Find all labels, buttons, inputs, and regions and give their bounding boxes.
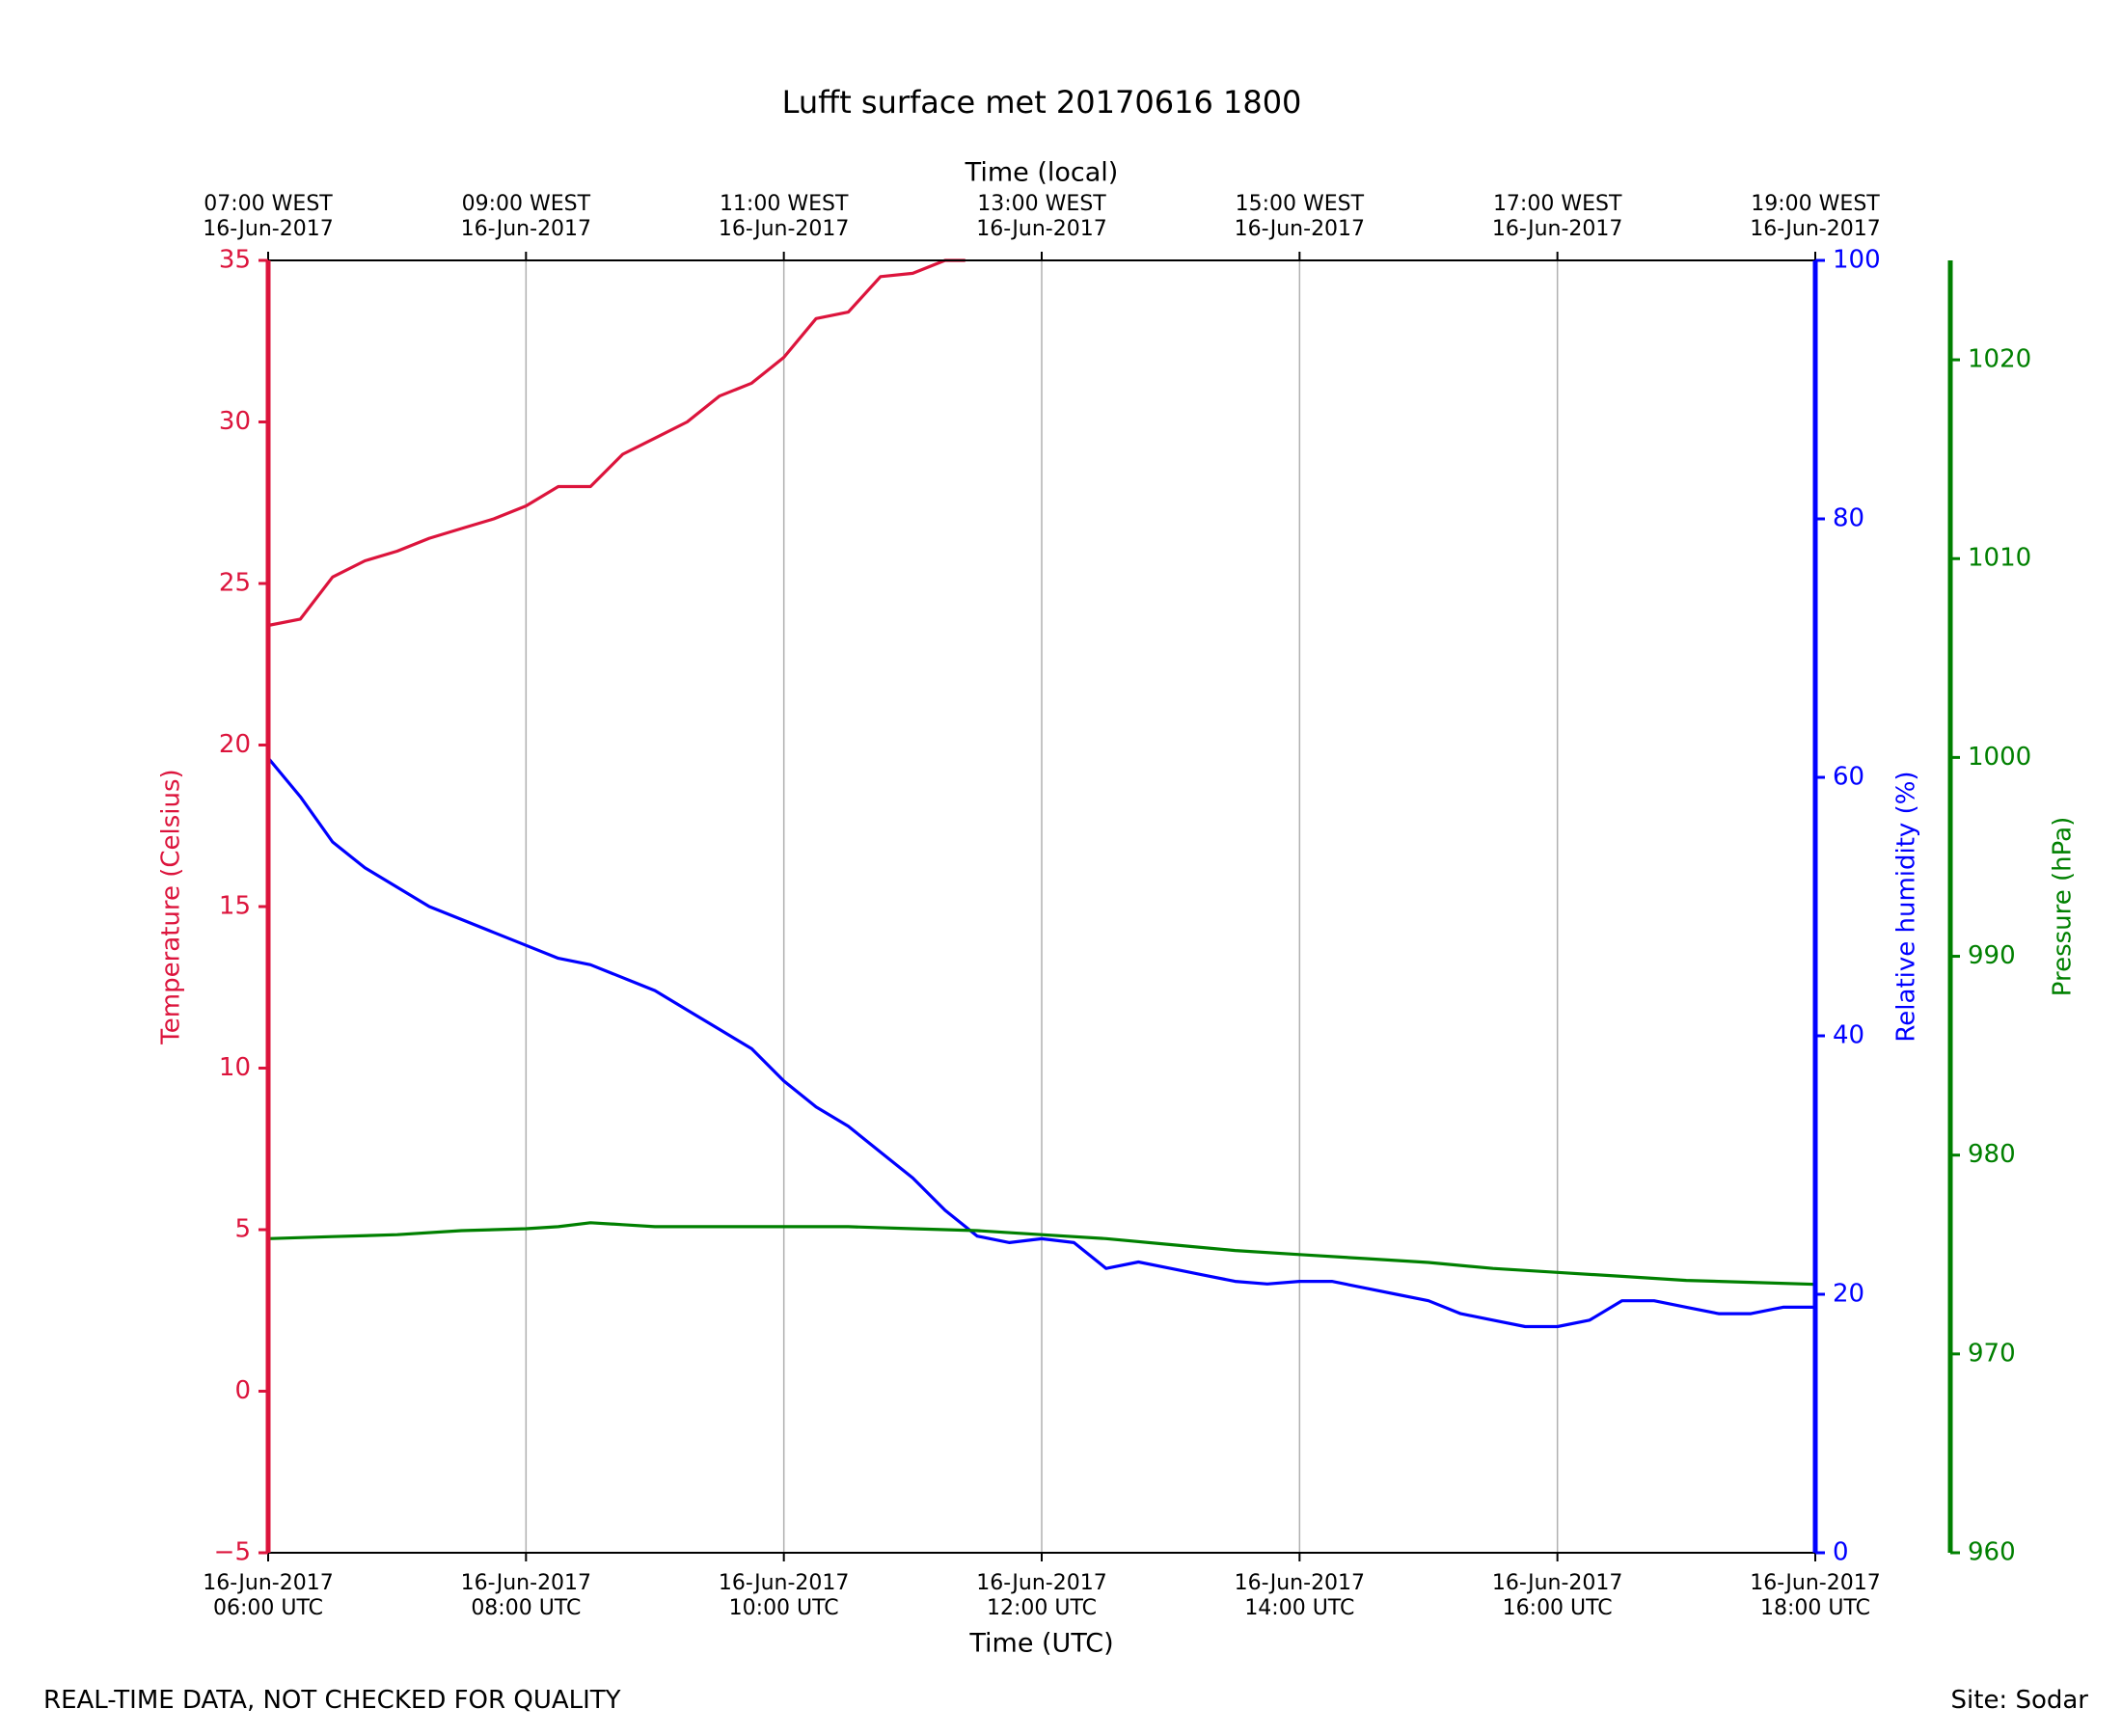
humidity-tick-label-4: 80 [1833,504,1864,533]
temperature-axis-label: Temperature (Celsius) [157,769,186,1044]
humidity-axis-label: Relative humidity (%) [1892,771,1921,1042]
x-top-tick-label-time-1: 09:00 WEST [462,192,591,216]
x-top-tick-label-time-3: 13:00 WEST [977,192,1106,216]
humidity-tick-label-3: 60 [1833,763,1864,792]
x-tick-label-date-3: 16-Jun-2017 [976,1571,1106,1595]
x-top-tick-label-time-6: 19:00 WEST [1751,192,1880,216]
x-top-tick-label-date-2: 16-Jun-2017 [719,217,849,241]
chart-title: Lufft surface met 20170616 1800 [782,84,1302,121]
x-tick-label-time-1: 08:00 UTC [471,1596,581,1620]
temperature-tick-label-0: −5 [214,1538,251,1567]
pressure-axis-label: Pressure (hPa) [2049,817,2078,997]
pressure-tick-label-5: 1010 [1968,544,2031,573]
humidity-tick-label-0: 0 [1833,1538,1849,1567]
x-tick-label-time-2: 10:00 UTC [729,1596,839,1620]
x-tick-label-date-0: 16-Jun-2017 [203,1571,333,1595]
temperature-tick-label-3: 10 [219,1053,251,1082]
x-tick-label-date-5: 16-Jun-2017 [1492,1571,1622,1595]
temperature-tick-label-6: 25 [219,569,251,598]
temperature-tick-label-5: 20 [219,730,251,759]
pressure-tick-label-1: 970 [1968,1339,2016,1368]
grid-lines [525,260,1559,1553]
x-top-tick-label-time-5: 17:00 WEST [1493,192,1622,216]
x-top-axis-label: Time (local) [965,158,1119,188]
pressure-tick-label-4: 1000 [1968,743,2031,772]
series-humidity-line [266,756,1817,1329]
site-label: Site: Sodar [1950,1686,2088,1715]
temperature-tick-label-4: 15 [219,892,251,921]
humidity-tick-label-1: 20 [1833,1280,1864,1309]
x-tick-label-time-5: 16:00 UTC [1503,1596,1613,1620]
x-axis-label: Time (UTC) [968,1629,1113,1659]
x-tick-label-date-4: 16-Jun-2017 [1235,1571,1365,1595]
x-tick-label-time-4: 14:00 UTC [1244,1596,1354,1620]
x-top-tick-label-date-4: 16-Jun-2017 [1235,217,1365,241]
temperature-tick-label-8: 35 [219,246,251,275]
x-top-tick-label-date-3: 16-Jun-2017 [976,217,1106,241]
pressure-tick-label-3: 990 [1968,941,2016,970]
x-top-tick-label-time-4: 15:00 WEST [1236,192,1365,216]
pressure-tick-label-0: 960 [1968,1538,2016,1567]
x-top-tick-label-date-0: 16-Jun-2017 [203,217,333,241]
x-tick-label-date-2: 16-Jun-2017 [719,1571,849,1595]
series-pressure-line [266,1221,1817,1287]
x-tick-label-date-6: 16-Jun-2017 [1750,1571,1880,1595]
temperature-tick-label-7: 30 [219,407,251,436]
x-top-tick-label-date-6: 16-Jun-2017 [1750,217,1880,241]
x-top-tick-label-time-2: 11:00 WEST [720,192,849,216]
quality-disclaimer: REAL-TIME DATA, NOT CHECKED FOR QUALITY [43,1686,621,1715]
series-temperature-line [266,258,966,628]
temperature-tick-label-1: 0 [234,1376,251,1405]
pressure-tick-label-2: 980 [1968,1140,2016,1169]
temperature-tick-label-2: 5 [234,1215,251,1244]
x-top-tick-label-date-1: 16-Jun-2017 [461,217,591,241]
humidity-tick-label-2: 40 [1833,1021,1864,1050]
pressure-tick-label-6: 1020 [1968,345,2031,374]
x-tick-label-time-3: 12:00 UTC [987,1596,1097,1620]
series-lines [266,258,1817,1329]
x-top-tick-label-time-0: 07:00 WEST [204,192,333,216]
x-tick-label-time-6: 18:00 UTC [1760,1596,1870,1620]
x-top-tick-label-date-5: 16-Jun-2017 [1492,217,1622,241]
humidity-tick-label-5: 100 [1833,246,1881,275]
x-tick-label-time-0: 06:00 UTC [213,1596,323,1620]
axes [258,252,1960,1561]
x-tick-label-date-1: 16-Jun-2017 [461,1571,591,1595]
